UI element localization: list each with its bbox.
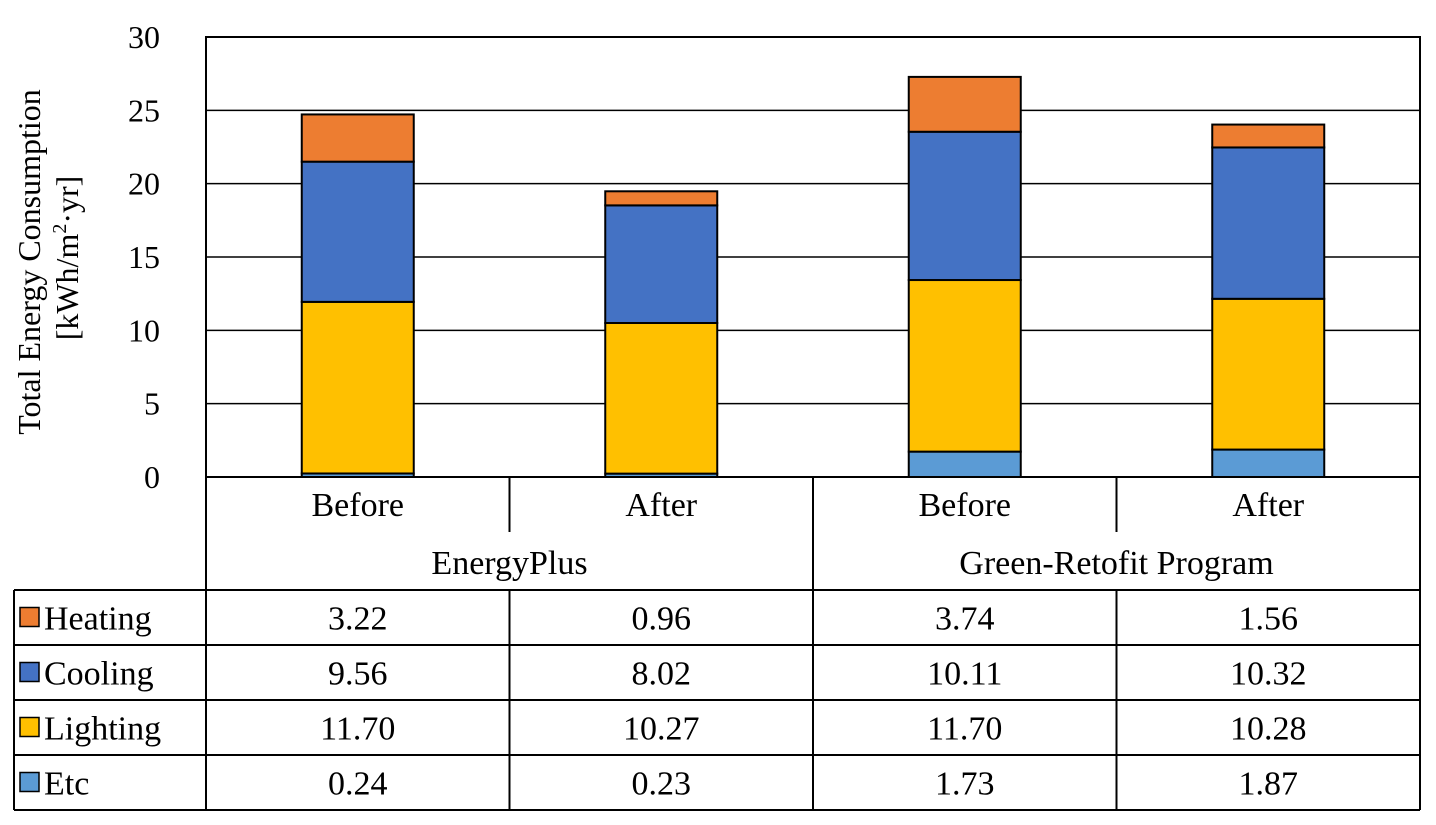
table-value: 10.11 — [927, 656, 1002, 693]
table-value: 3.22 — [328, 601, 388, 638]
bar-segment-heating — [300, 113, 415, 163]
y-tick-label: 5 — [144, 386, 160, 422]
legend-label: Etc — [44, 766, 89, 803]
y-tick-label: 0 — [144, 459, 160, 495]
bar-segment-lighting — [604, 322, 719, 475]
table-value: 1.73 — [935, 766, 995, 803]
bar-segment-etc — [1211, 448, 1326, 478]
bars — [300, 75, 1326, 479]
table-value: 11.70 — [320, 711, 395, 748]
bar-segment-heating — [604, 190, 719, 207]
y-axis-title: Total Energy Consumption — [11, 89, 47, 435]
table-value: 10.28 — [1230, 711, 1307, 748]
y-tick-label: 25 — [128, 92, 160, 128]
x-category-label: After — [625, 487, 697, 524]
y-axis-ticks: 0 5 10 15 20 25 30 — [128, 19, 160, 495]
y-tick-label: 10 — [128, 312, 160, 348]
x-group-label: Green-Retofit Program — [959, 545, 1273, 582]
bar-segment-etc — [907, 450, 1022, 479]
bar-segment-lighting — [1211, 297, 1326, 451]
table-value: 1.87 — [1239, 766, 1299, 803]
x-category-label: After — [1232, 487, 1304, 524]
table-value: 9.56 — [328, 656, 388, 693]
bar-segment-cooling — [300, 160, 415, 303]
legend-swatch-etc — [19, 771, 40, 793]
table-value: 3.74 — [935, 601, 995, 638]
bar-segment-lighting — [300, 300, 415, 475]
bar-segment-cooling — [907, 130, 1022, 282]
x-category-label: Before — [918, 487, 1011, 524]
legend-swatch-cooling — [19, 661, 40, 683]
bar-segment-cooling — [604, 204, 719, 324]
table-value: 8.02 — [632, 656, 692, 693]
table-value: 0.96 — [632, 601, 692, 638]
y-tick-label: 30 — [128, 19, 160, 55]
bar-segment-heating — [1211, 123, 1326, 149]
bar-segment-cooling — [1211, 146, 1326, 300]
x-group-label: EnergyPlus — [431, 545, 587, 582]
y-tick-label: 15 — [128, 239, 160, 275]
table-value: 0.24 — [328, 766, 388, 803]
legend-label: Heating — [44, 601, 152, 638]
table-value: 11.70 — [927, 711, 1002, 748]
legend-label: Cooling — [44, 656, 154, 693]
table-value: 1.56 — [1239, 601, 1299, 638]
table-value: 10.27 — [623, 711, 700, 748]
legend-swatch-lighting — [19, 716, 40, 738]
table-value: 10.32 — [1230, 656, 1307, 693]
x-category-label: Before — [311, 487, 404, 524]
y-axis-unit-suffix: ·yr] — [49, 176, 85, 224]
y-axis-label: Total Energy Consumption [kWh/m2·yr] — [11, 81, 85, 435]
bar-segment-lighting — [907, 279, 1022, 453]
legend-swatch-heating — [19, 606, 40, 628]
bar-segment-heating — [907, 75, 1022, 133]
y-tick-label: 20 — [128, 166, 160, 202]
table-value: 0.23 — [632, 766, 692, 803]
y-axis-unit: [kWh/m — [49, 234, 85, 341]
data-table: Before After Before After EnergyPlus Green-Re… — [13, 477, 1421, 811]
y-axis-unit-superscript: 2 — [49, 224, 71, 234]
legend-label: Lighting — [44, 711, 161, 748]
